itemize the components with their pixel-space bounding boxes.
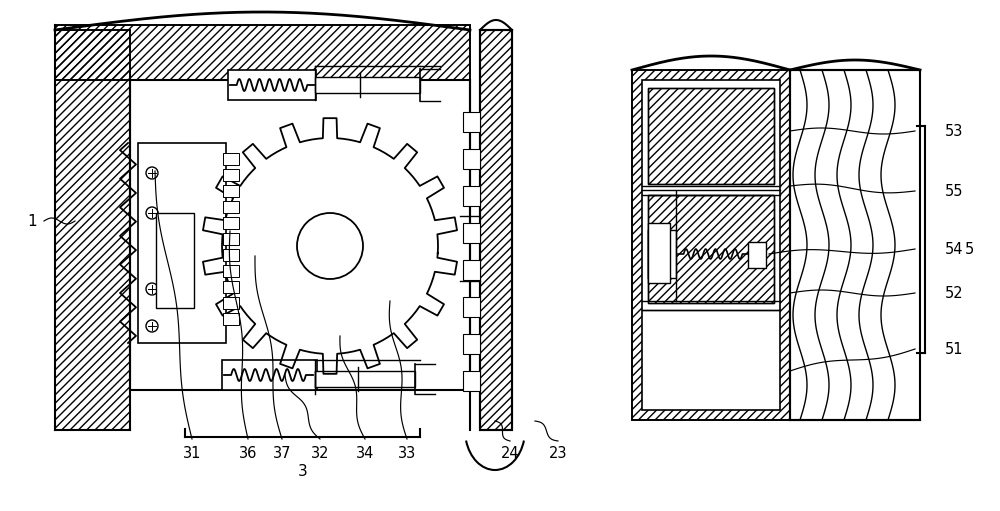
Bar bbox=[632, 70, 790, 420]
Bar bbox=[463, 371, 480, 391]
Bar bbox=[223, 313, 239, 325]
Text: 54: 54 bbox=[945, 242, 963, 257]
Bar bbox=[223, 297, 239, 309]
Circle shape bbox=[146, 320, 158, 332]
Text: 1: 1 bbox=[27, 214, 37, 228]
Text: 31: 31 bbox=[183, 446, 201, 460]
Bar bbox=[648, 88, 774, 184]
Bar bbox=[480, 30, 512, 430]
Text: 3: 3 bbox=[298, 463, 308, 478]
Bar bbox=[648, 230, 676, 278]
Text: 53: 53 bbox=[945, 124, 963, 138]
Bar bbox=[223, 265, 239, 277]
Bar bbox=[130, 80, 470, 390]
Bar bbox=[463, 260, 480, 280]
Bar bbox=[642, 80, 780, 410]
Text: 24: 24 bbox=[501, 446, 519, 460]
Bar bbox=[315, 371, 415, 387]
Circle shape bbox=[146, 207, 158, 219]
Bar bbox=[223, 233, 239, 245]
Text: 51: 51 bbox=[945, 341, 963, 357]
Bar bbox=[463, 186, 480, 206]
Bar bbox=[156, 213, 194, 308]
Bar bbox=[223, 217, 239, 229]
Bar bbox=[222, 360, 317, 390]
Bar bbox=[223, 153, 239, 165]
Circle shape bbox=[146, 167, 158, 179]
Text: 36: 36 bbox=[239, 446, 257, 460]
Bar bbox=[463, 297, 480, 317]
Bar bbox=[648, 195, 774, 303]
Text: 5: 5 bbox=[965, 242, 974, 257]
Bar bbox=[315, 77, 420, 93]
Bar bbox=[223, 281, 239, 293]
Bar bbox=[648, 88, 774, 184]
Bar bbox=[228, 70, 316, 100]
Bar bbox=[223, 249, 239, 261]
Bar bbox=[480, 30, 512, 430]
Text: 33: 33 bbox=[398, 446, 416, 460]
Text: 23: 23 bbox=[549, 446, 567, 460]
Text: 55: 55 bbox=[945, 183, 963, 198]
Text: 34: 34 bbox=[356, 446, 374, 460]
Bar bbox=[55, 30, 130, 430]
Bar bbox=[223, 169, 239, 181]
Text: 37: 37 bbox=[273, 446, 291, 460]
Bar bbox=[790, 70, 920, 420]
Text: 32: 32 bbox=[311, 446, 329, 460]
Text: 52: 52 bbox=[945, 286, 964, 300]
Bar bbox=[55, 25, 470, 80]
Bar bbox=[463, 112, 480, 132]
Circle shape bbox=[146, 283, 158, 295]
Bar bbox=[55, 25, 470, 80]
Bar bbox=[463, 334, 480, 354]
Bar bbox=[632, 70, 790, 420]
Bar bbox=[748, 242, 766, 268]
Bar bbox=[463, 223, 480, 243]
Bar bbox=[648, 195, 774, 303]
Bar bbox=[223, 201, 239, 213]
Bar bbox=[55, 30, 130, 430]
Bar bbox=[463, 149, 480, 169]
Bar bbox=[138, 143, 226, 343]
Bar bbox=[648, 223, 670, 283]
Bar bbox=[223, 185, 239, 197]
